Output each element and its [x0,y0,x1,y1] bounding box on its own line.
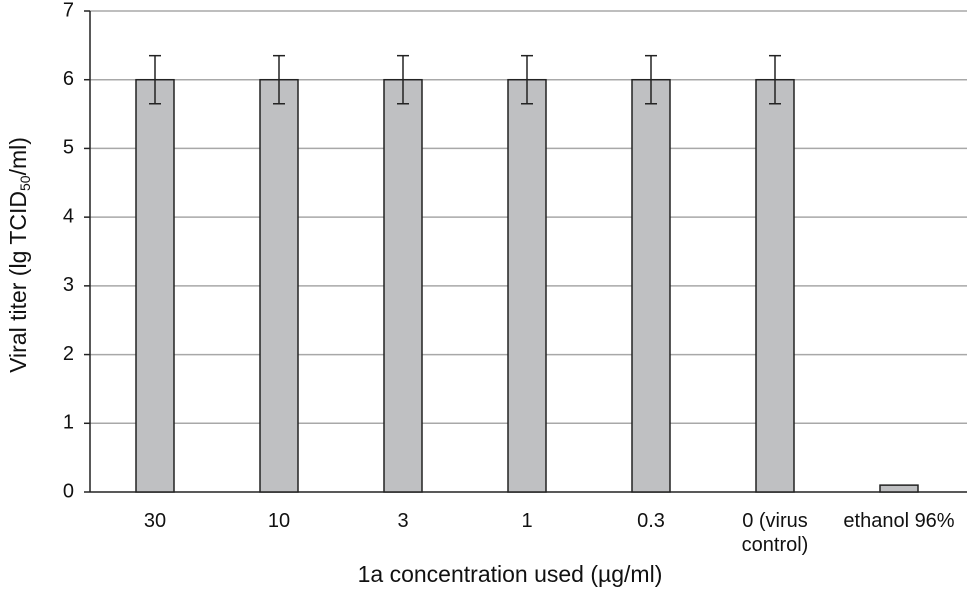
y-tick-label: 5 [63,137,74,159]
x-tick-label: ethanol 96% [843,510,955,532]
bar [135,78,175,493]
y-title-part: /ml) [5,137,31,175]
x-tick-label: 0.3 [637,510,665,532]
y-tick-label: 6 [63,68,74,90]
x-tick-label: 3 [397,510,409,532]
y-axis-title: Viral titer (lg TCID50/ml) [5,137,33,373]
y-tick-label: 7 [63,0,74,21]
bar [383,78,423,493]
x-tick-label: 0 (virus control) [741,510,809,556]
x-axis-title: 1a concentration used (µg/ml) [357,561,663,587]
y-title-sub: 50 [17,175,33,191]
bar [879,484,919,493]
bar [507,78,547,493]
y-tick-label: 4 [63,205,74,227]
y-tick-label: 2 [63,343,74,365]
bar [631,78,671,493]
bar [259,78,299,493]
x-tick-label: 30 [143,510,167,532]
y-tick-label: 3 [63,274,74,296]
y-tick-label: 0 [63,480,74,502]
bar [755,78,795,493]
y-title-part: Viral titer (lg TCID [5,191,31,373]
x-tick-label: 10 [267,510,291,532]
x-tick-label: 1 [521,510,533,532]
y-tick-label: 1 [63,412,74,434]
